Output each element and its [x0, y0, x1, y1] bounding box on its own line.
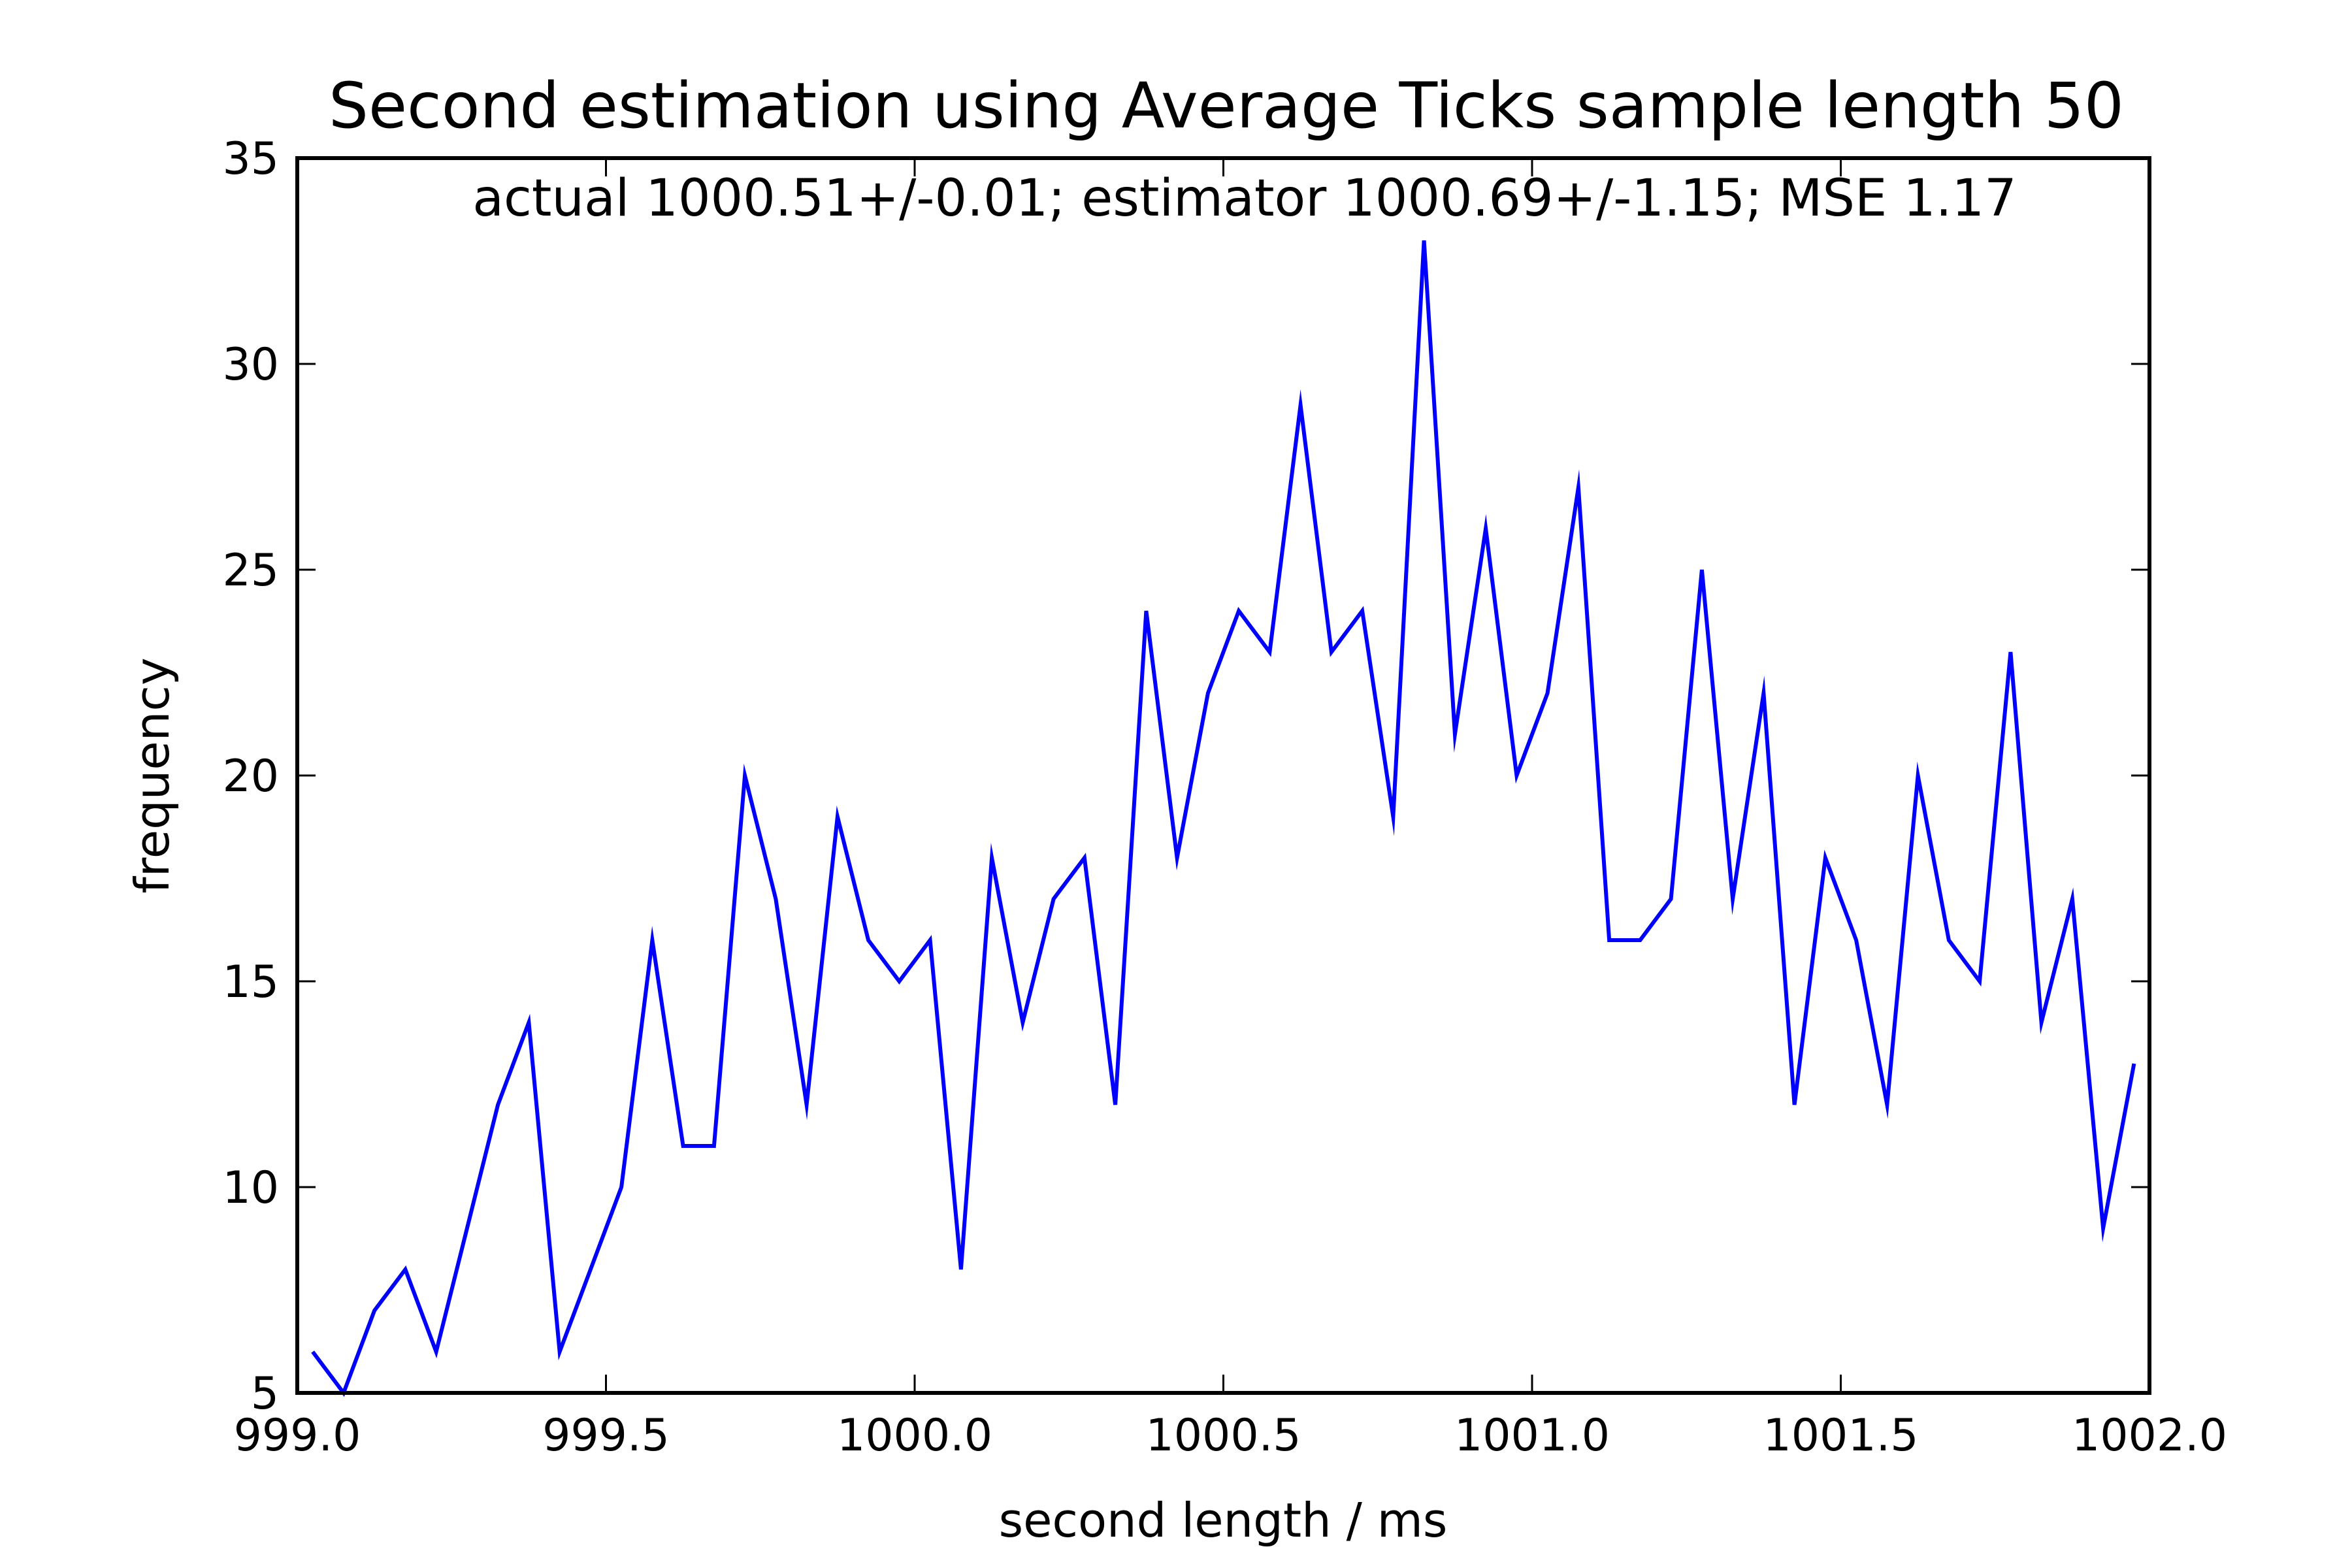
y-tick-labels: 5 10 15 20 25 30 35 — [222, 133, 279, 1420]
y-tick-label: 15 — [222, 956, 279, 1008]
x-tick-label: 1001.0 — [1454, 1410, 1610, 1462]
x-tick-label: 1001.5 — [1763, 1410, 1919, 1462]
x-axis-label: second length / ms — [999, 1493, 1448, 1548]
x-tick-label: 999.0 — [234, 1410, 361, 1462]
series-line — [311, 240, 2136, 1397]
x-tick-label: 1000.5 — [1146, 1410, 1301, 1462]
series-layer — [311, 240, 2136, 1397]
x-tick-label: 1000.0 — [837, 1410, 992, 1462]
y-tick-label: 5 — [251, 1368, 279, 1420]
y-tick-label: 25 — [222, 545, 279, 596]
x-tick-label: 1002.0 — [2072, 1410, 2227, 1462]
y-tick-label: 30 — [222, 339, 279, 391]
x-tick-labels: 999.0 999.5 1000.0 1000.5 1001.0 1001.5 1002.0 — [234, 1410, 2227, 1462]
stats-annotation: actual 1000.51+/-0.01; estimator 1000.69… — [472, 169, 2017, 228]
y-tick-label: 20 — [222, 751, 279, 802]
x-tick-label: 999.5 — [542, 1410, 670, 1462]
chart-title: Second estimation using Average Ticks sa… — [329, 69, 2124, 142]
plot-frame — [295, 156, 2151, 1395]
y-tick-label: 10 — [222, 1162, 279, 1214]
y-axis-label: frequency — [125, 657, 180, 893]
y-tick-label: 35 — [222, 133, 279, 185]
